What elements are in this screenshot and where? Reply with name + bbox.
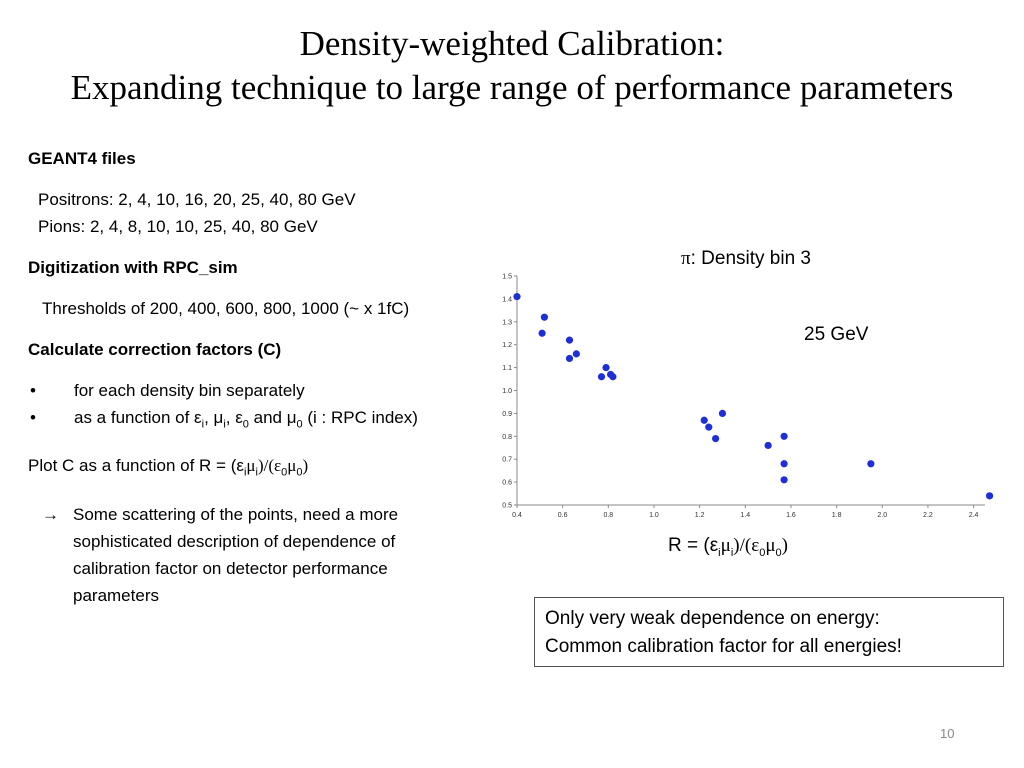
title-line-1: Density-weighted Calibration:	[299, 24, 725, 63]
positrons-line: Positrons: 2, 4, 10, 16, 20, 25, 40, 80 …	[38, 190, 356, 209]
data-point	[985, 492, 994, 500]
bullet-dot: •	[30, 381, 36, 400]
plot-description: Plot C as a function of R = (εiμi)/(ε0μ0…	[28, 456, 309, 479]
data-point	[705, 423, 713, 431]
data-point	[609, 373, 617, 381]
data-point	[780, 432, 788, 440]
y-tick-label: 1.5	[502, 274, 512, 281]
x-tick-label: 0.4	[512, 512, 522, 519]
x-tick-label: 1.2	[695, 512, 705, 519]
y-tick-label: 1.3	[502, 319, 512, 326]
data-point	[780, 476, 788, 484]
right-arrow-icon: →	[42, 504, 59, 524]
data-point	[540, 313, 548, 321]
data-point	[867, 460, 875, 468]
scatter-note: → Some scattering of the points, need a …	[28, 501, 498, 609]
correction-heading: Calculate correction factors (C)	[28, 340, 282, 359]
x-tick-label: 1.4	[740, 512, 750, 519]
data-point	[718, 409, 727, 417]
y-tick-label: 0.5	[502, 503, 512, 510]
x-tick-label: 1.0	[649, 512, 659, 519]
x-axis-label: R = (εiμi)/(ε0μ0)	[668, 535, 788, 559]
digitization-heading: Digitization with RPC_sim	[28, 258, 238, 277]
bullet-item-1: • for each density bin separately	[28, 377, 498, 404]
bullet-dot: •	[30, 408, 36, 427]
conclusion-box: Only very weak dependence on energy: Com…	[534, 597, 1004, 667]
x-tick-label: 2.0	[877, 512, 887, 519]
bullet-item-2: • as a function of εi, μi, ε0 and μ0 (i …	[28, 404, 498, 438]
data-point	[513, 293, 521, 301]
x-tick-label: 0.6	[558, 512, 568, 519]
data-point	[764, 441, 772, 450]
scatter-plot: 0.5 0.6 0.7 0.8 0.9 1.0 1.1 1.2 1.3 1.4 1.5 0.4 0.6 0…	[502, 274, 994, 519]
pions-line: Pions: 2, 4, 8, 10, 10, 25, 40, 80 GeV	[38, 217, 318, 236]
data-point	[565, 354, 574, 363]
conclusion-line-2: Common calibration factor for all energi…	[545, 636, 902, 657]
page-number: 10	[940, 726, 955, 741]
data-point	[572, 350, 580, 358]
data-point	[565, 336, 574, 344]
density-bin-label: π: Density bin 3	[681, 248, 811, 269]
y-tick-label: 0.7	[502, 457, 512, 464]
data-point	[700, 416, 708, 424]
x-tick-label: 1.8	[832, 512, 842, 519]
bullet-2-text: as a function of εi, μi, ε0 and μ0 (i : …	[74, 408, 418, 431]
data-point	[597, 373, 606, 381]
y-tick-label: 0.8	[502, 434, 512, 441]
y-tick-label: 1.4	[502, 296, 512, 303]
x-tick-label: 0.8	[603, 512, 613, 519]
y-tick-label: 1.0	[502, 388, 512, 395]
y-tick-label: 1.1	[502, 365, 512, 372]
x-tick-label: 2.4	[969, 512, 979, 519]
x-tick-label: 1.6	[786, 512, 796, 519]
y-tick-label: 0.9	[502, 411, 512, 418]
energy-label: 25 GeV	[804, 324, 869, 345]
title-line-2: Expanding technique to large range of pe…	[70, 68, 954, 107]
x-tick-label: 2.2	[923, 512, 933, 519]
data-point	[712, 434, 720, 443]
content-left: GEANT4 files Positrons: 2, 4, 10, 16, 20…	[28, 145, 498, 609]
data-point	[780, 460, 788, 468]
slide-title: Density-weighted Calibration: Expanding …	[0, 22, 1024, 110]
y-tick-label: 1.2	[502, 342, 512, 349]
data-point	[538, 329, 546, 337]
bullet-1-text: for each density bin separately	[74, 381, 305, 400]
thresholds-line: Thresholds of 200, 400, 600, 800, 1000 (…	[42, 299, 410, 318]
geant-heading: GEANT4 files	[28, 149, 136, 168]
data-point	[602, 364, 610, 372]
conclusion-line-1: Only very weak dependence on energy:	[545, 608, 880, 629]
y-tick-label: 0.6	[502, 480, 512, 487]
